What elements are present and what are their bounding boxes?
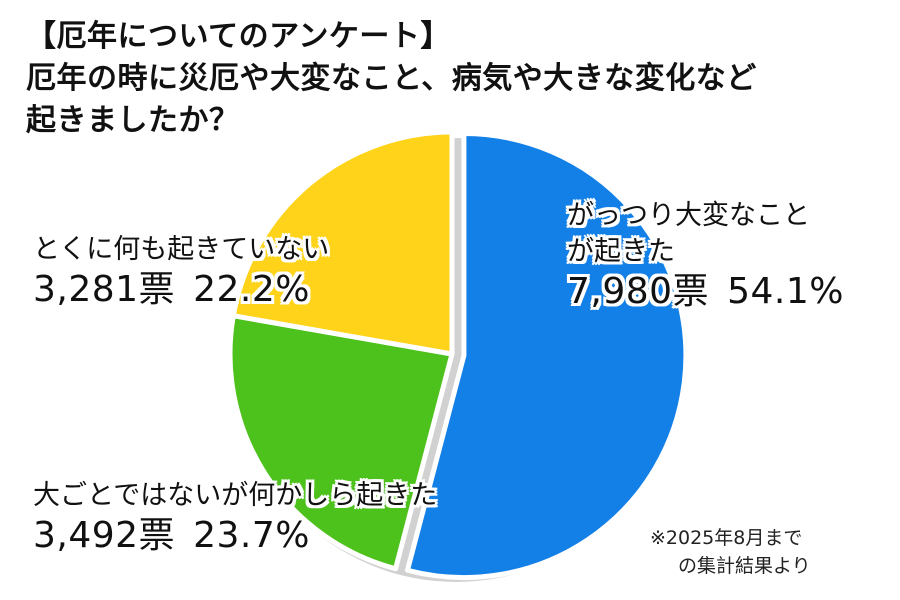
chart-title: 【厄年についてのアンケート】 厄年の時に災厄や大変なこと、病気や大きな変化など … <box>26 16 886 142</box>
slice-votes: 7,980票 <box>567 271 710 312</box>
title-line-1: 【厄年についてのアンケート】 <box>26 19 451 54</box>
pie-slice-something-happened <box>227 313 455 572</box>
slice-label-something-happened: 大ごとではないが何かしら起きた 3,492票 23.7% <box>33 478 437 558</box>
slice-votes: 3,281票 <box>33 269 176 310</box>
slice-label-nothing-happened: とくに何も起きていない 3,281票 22.2% <box>33 232 329 312</box>
pie-slice-nothing-happened <box>230 129 455 357</box>
slice-category-line-1: がっつり大変なこと <box>567 200 810 231</box>
slice-percent: 54.1% <box>727 271 844 312</box>
slice-percent: 22.2% <box>193 269 310 310</box>
slice-category-line-1: 大ごとではないが何かしら起きた <box>33 480 438 511</box>
slice-value: 3,281票 22.2% <box>33 268 329 312</box>
slice-value: 3,492票 23.7% <box>33 514 437 558</box>
slice-percent: 23.7% <box>193 515 310 556</box>
slice-category-line-1: とくに何も起きていない <box>33 234 330 265</box>
slice-label-major-trouble: がっつり大変なこと が起きた 7,980票 54.1% <box>567 198 844 314</box>
slice-category-line-2: が起きた <box>567 236 675 267</box>
footnote-line-1: ※2025年8月まで <box>650 527 803 549</box>
title-line-3: 起きましたか？ <box>26 103 240 138</box>
slice-votes: 3,492票 <box>33 515 176 556</box>
pie-slice-major-trouble <box>404 131 689 580</box>
footnote-line-2: の集計結果より <box>678 555 811 577</box>
footnote: ※2025年8月まで の集計結果より <box>650 524 811 580</box>
slice-value: 7,980票 54.1% <box>567 270 844 314</box>
title-line-2: 厄年の時に災厄や大変なこと、病気や大きな変化など <box>26 61 757 96</box>
